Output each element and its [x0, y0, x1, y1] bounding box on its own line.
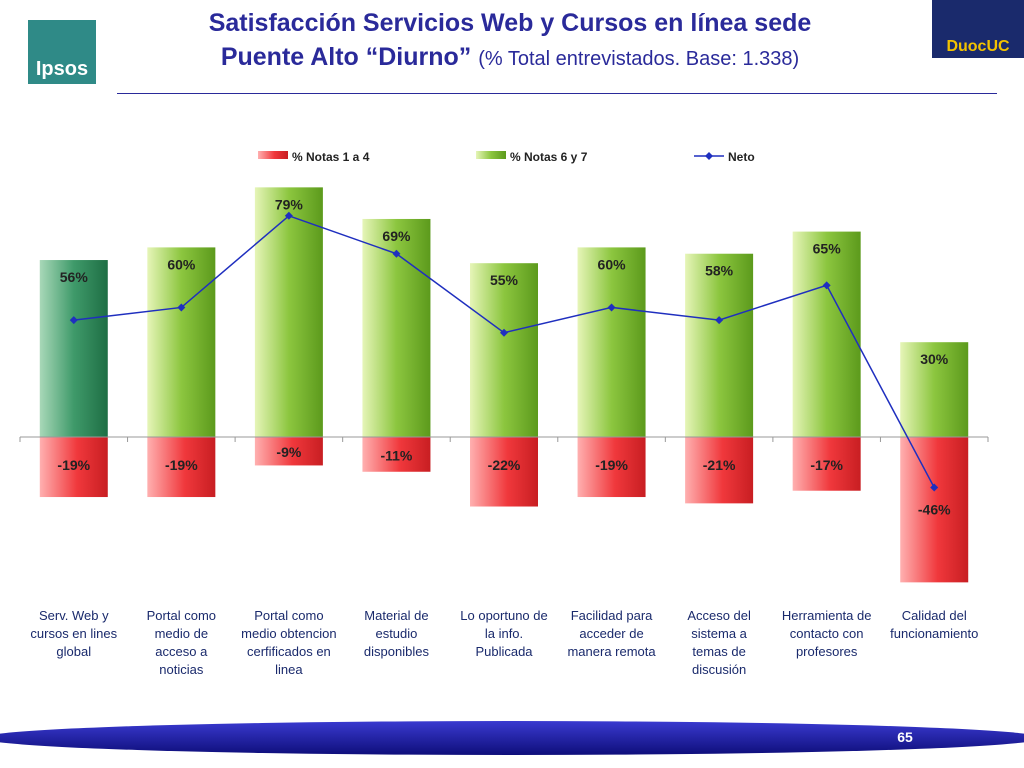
positive-bar [147, 247, 216, 437]
category-label: Acceso del sistema a temas de discusión [687, 608, 751, 677]
category-label: Herramienta de contacto con profesores [782, 608, 872, 659]
title-subtitle: (% Total entrevistados. Base: 1.338) [478, 48, 800, 70]
page-number: 65 [897, 729, 913, 745]
title-divider [117, 93, 997, 94]
positive-value-label: 79% [275, 196, 304, 212]
positive-bar [685, 253, 754, 437]
neto-marker [392, 249, 401, 258]
neto-marker [822, 281, 831, 290]
negative-value-label: -17% [810, 457, 843, 473]
negative-value-label: -22% [488, 457, 521, 473]
duoc-logo-text: DuocUC [946, 38, 1010, 55]
positive-bar [470, 263, 538, 437]
positive-value-label: 69% [382, 228, 411, 244]
negative-value-label: -19% [57, 457, 90, 473]
footer-band [0, 721, 1024, 755]
chart-legend: % Notas 1 a 4 % Notas 6 y 7 Neto [258, 150, 755, 164]
title-line-2: Puente Alto “Diurno” (% Total entrevista… [110, 40, 910, 76]
category-labels: Serv. Web y cursos en lines global Portal c… [30, 608, 978, 677]
legend-neto-label: Neto [728, 150, 755, 164]
positive-value-label: 56% [60, 269, 89, 285]
negative-value-label: -11% [380, 447, 412, 463]
positive-value-label: 60% [167, 256, 196, 272]
negative-bar [254, 437, 323, 466]
neto-marker [607, 303, 616, 312]
positive-bar [900, 342, 969, 437]
neto-series [69, 211, 939, 492]
category-label: Material de estudio disponibles [364, 608, 430, 659]
negative-value-label: -21% [703, 457, 736, 473]
category-label: Lo oportuno de la info. Publicada [460, 608, 547, 659]
positive-value-label: 30% [920, 351, 949, 367]
positive-value-label: 65% [813, 241, 842, 257]
neto-marker [69, 316, 78, 325]
legend-positive-swatch [476, 151, 506, 159]
positive-bar [254, 187, 323, 437]
positive-value-label: 58% [705, 263, 734, 279]
negative-bar [900, 437, 969, 583]
neto-marker [177, 303, 186, 312]
axis-ticks [19, 437, 989, 442]
positive-bar [577, 247, 646, 437]
category-label: Calidad del funcionamiento [890, 608, 978, 641]
negative-bars [39, 437, 969, 583]
page-title: Satisfacción Servicios Web y Cursos en l… [110, 6, 910, 76]
negative-value-label: -19% [165, 457, 198, 473]
positive-value-label: 55% [490, 272, 519, 288]
title-line-2-main: Puente Alto “Diurno” [220, 43, 472, 71]
neto-marker [284, 211, 293, 220]
legend-positive-label: % Notas 6 y 7 [510, 150, 588, 164]
negative-bar [147, 437, 216, 498]
negative-value-label: -19% [595, 457, 628, 473]
negative-bar [685, 437, 754, 504]
positive-bar [39, 260, 108, 437]
ipsos-logo-text: Ipsos [35, 58, 89, 80]
title-line-1: Satisfacción Servicios Web y Cursos en l… [208, 9, 812, 37]
negative-bar [470, 437, 538, 507]
negative-bar [362, 437, 431, 472]
negative-bar [577, 437, 646, 498]
category-label: Portal como medio de acceso a noticias [147, 608, 216, 677]
ipsos-logo: Ipsos [28, 20, 96, 84]
negative-value-label: -46% [918, 501, 951, 517]
positive-bar [792, 231, 861, 437]
neto-marker [715, 316, 724, 325]
legend-negative-swatch [258, 151, 288, 159]
neto-marker [500, 328, 508, 337]
legend-negative-label: % Notas 1 a 4 [292, 150, 370, 164]
category-label: Facilidad para acceder de manera remota [567, 608, 656, 659]
legend-neto-marker [705, 152, 713, 160]
negative-value-label: -9% [276, 444, 301, 460]
category-label: Serv. Web y cursos en lines global [30, 608, 117, 659]
positive-bars [39, 187, 969, 437]
chart: % Notas 1 a 4 % Notas 6 y 7 Neto 56% -19% 60… [19, 150, 989, 677]
negative-bar [792, 437, 861, 491]
positive-value-label: 60% [598, 256, 627, 272]
neto-marker [930, 483, 939, 492]
duoc-logo: DuocUC [932, 0, 1024, 58]
negative-bar [39, 437, 108, 498]
category-label: Portal como medio obtencion cerfificados e… [241, 608, 336, 677]
data-labels: 56% -19% 60% -19% 79% -9% 69% -11% 55% -22% 60% -19… [57, 196, 951, 517]
